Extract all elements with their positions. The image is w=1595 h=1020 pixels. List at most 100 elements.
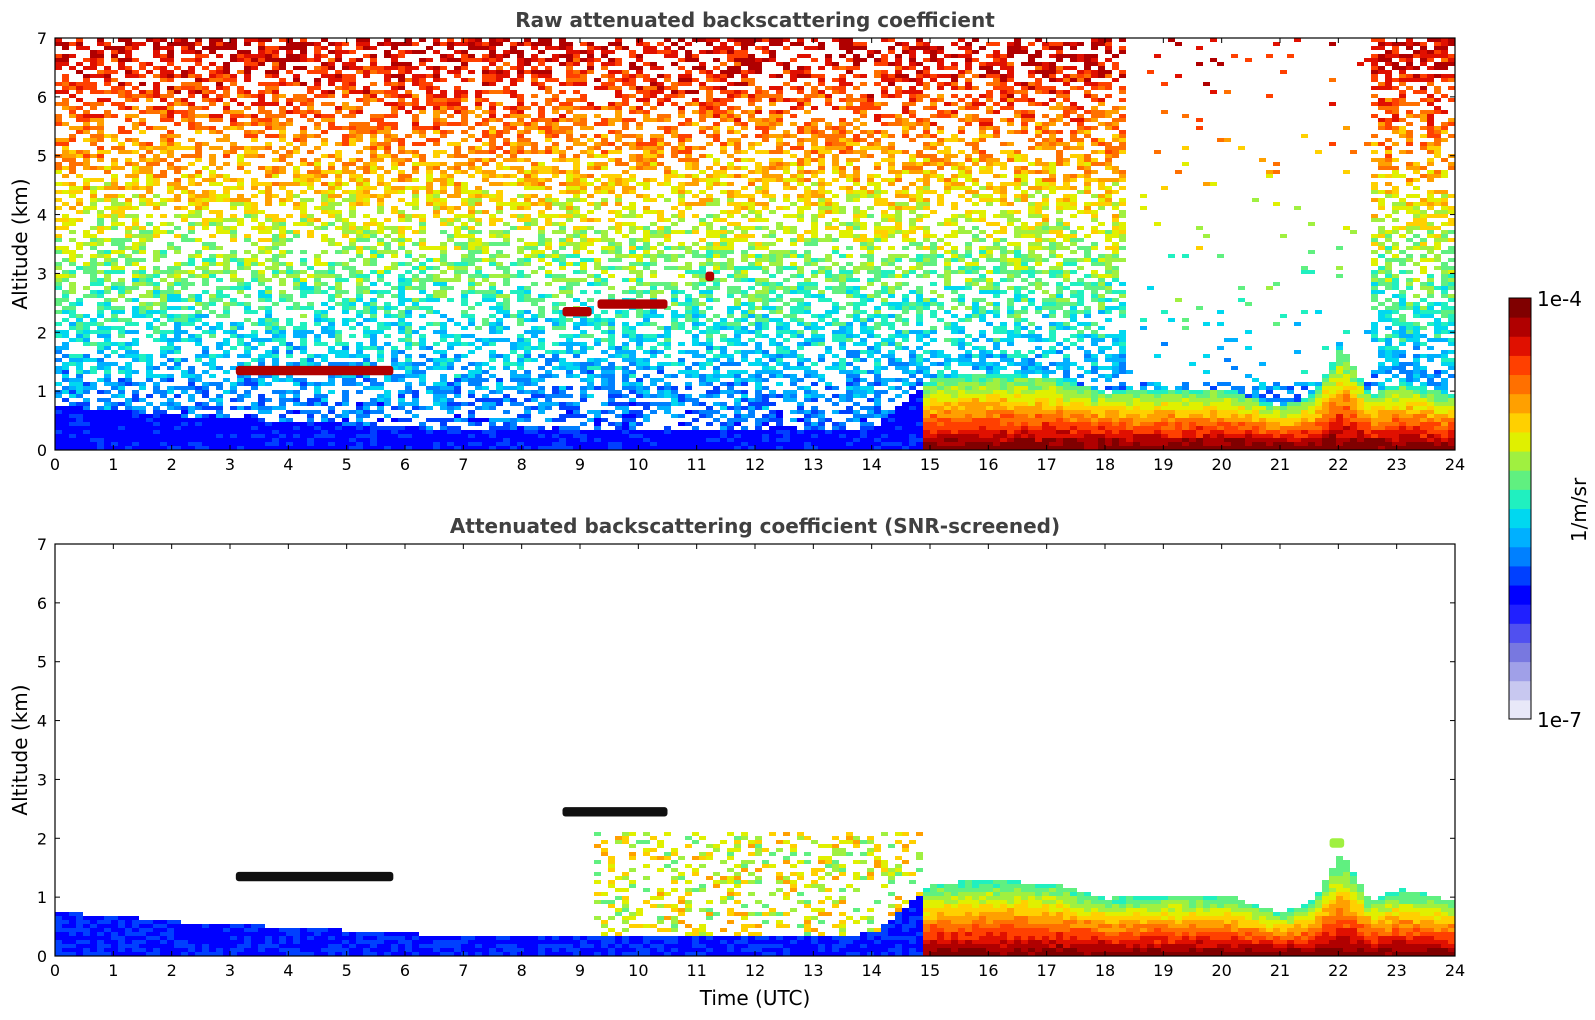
heatmap-cell [125,366,132,370]
heatmap-cell [363,354,370,358]
heatmap-cell [510,202,517,206]
heatmap-cell [244,390,251,394]
heatmap-cell [405,282,412,286]
heatmap-cell [615,446,622,450]
heatmap-cell [237,406,244,410]
heatmap-cell [475,370,482,374]
heatmap-cell [503,70,510,74]
heatmap-cell [342,78,349,82]
heatmap-cell [587,62,594,66]
heatmap-cell [419,158,426,162]
heatmap-cell [328,94,335,98]
heatmap-cell [426,438,433,442]
heatmap-cell [265,194,272,198]
heatmap-cell [566,262,573,266]
heatmap-cell [524,42,531,46]
heatmap-cell [398,362,405,366]
heatmap-cell [153,226,160,230]
heatmap-cell [181,386,188,390]
heatmap-cell [314,170,321,174]
heatmap-cell [272,234,279,238]
heatmap-cell [321,418,328,422]
heatmap-cell [496,438,503,442]
heatmap-cell [559,214,566,218]
heatmap-cell [146,354,153,358]
heatmap-cell [454,230,461,234]
heatmap-cell [573,234,580,238]
heatmap-cell [552,430,559,434]
heatmap-cell [538,86,545,90]
heatmap-cell [510,94,517,98]
heatmap-cell [475,102,482,106]
heatmap-cell [580,330,587,334]
heatmap-cell [286,426,293,430]
heatmap-cell [132,442,139,446]
heatmap-cell [139,258,146,262]
heatmap-cell [419,50,426,54]
heatmap-cell [440,42,447,46]
heatmap-cell [433,434,440,438]
heatmap-cell [538,202,545,206]
heatmap-cell [300,134,307,138]
heatmap-cell [251,446,258,450]
heatmap-cell [244,306,251,310]
heatmap-cell [594,338,601,342]
heatmap-cell [461,246,468,250]
heatmap-cell [188,86,195,90]
heatmap-cell [384,306,391,310]
heatmap-cell [566,146,573,150]
heatmap-cell [482,190,489,194]
heatmap-cell [580,42,587,46]
heatmap-cell [279,402,286,406]
heatmap-cell [195,358,202,362]
heatmap-cell [405,110,412,114]
heatmap-cell [216,366,223,370]
heatmap-cell [328,374,335,378]
heatmap-cell [405,446,412,450]
heatmap-cell [258,62,265,66]
heatmap-cell [111,434,118,438]
heatmap-cell [468,226,475,230]
heatmap-cell [503,130,510,134]
heatmap-cell [314,174,321,178]
heatmap-cell [174,446,181,450]
heatmap-cell [636,334,643,338]
heatmap-cell [265,278,272,282]
heatmap-cell [230,186,237,190]
heatmap-cell [342,142,349,146]
heatmap-cell [559,266,566,270]
heatmap-cell [216,286,223,290]
heatmap-cell [209,154,216,158]
heatmap-cell [615,114,622,118]
heatmap-cell [83,130,90,134]
heatmap-cell [545,150,552,154]
heatmap-cell [335,430,342,434]
heatmap-cell [230,430,237,434]
heatmap-cell [538,378,545,382]
heatmap-cell [167,286,174,290]
heatmap-cell [377,98,384,102]
heatmap-cell [538,162,545,166]
heatmap-cell [139,146,146,150]
heatmap-cell [559,90,566,94]
heatmap-cell [202,202,209,206]
heatmap-cell [76,338,83,342]
heatmap-cell [188,182,195,186]
heatmap-cell [545,350,552,354]
heatmap-cell [608,362,615,366]
heatmap-cell [580,74,587,78]
heatmap-cell [293,330,300,334]
heatmap-cell [272,350,279,354]
heatmap-cell [531,446,538,450]
heatmap-cell [398,438,405,442]
heatmap-cell [440,58,447,62]
heatmap-cell [314,402,321,406]
heatmap-cell [524,150,531,154]
heatmap-cell [244,50,251,54]
heatmap-cell [433,246,440,250]
heatmap-cell [97,114,104,118]
heatmap-cell [391,446,398,450]
heatmap-cell [223,194,230,198]
heatmap-cell [524,418,531,422]
heatmap-cell [482,250,489,254]
